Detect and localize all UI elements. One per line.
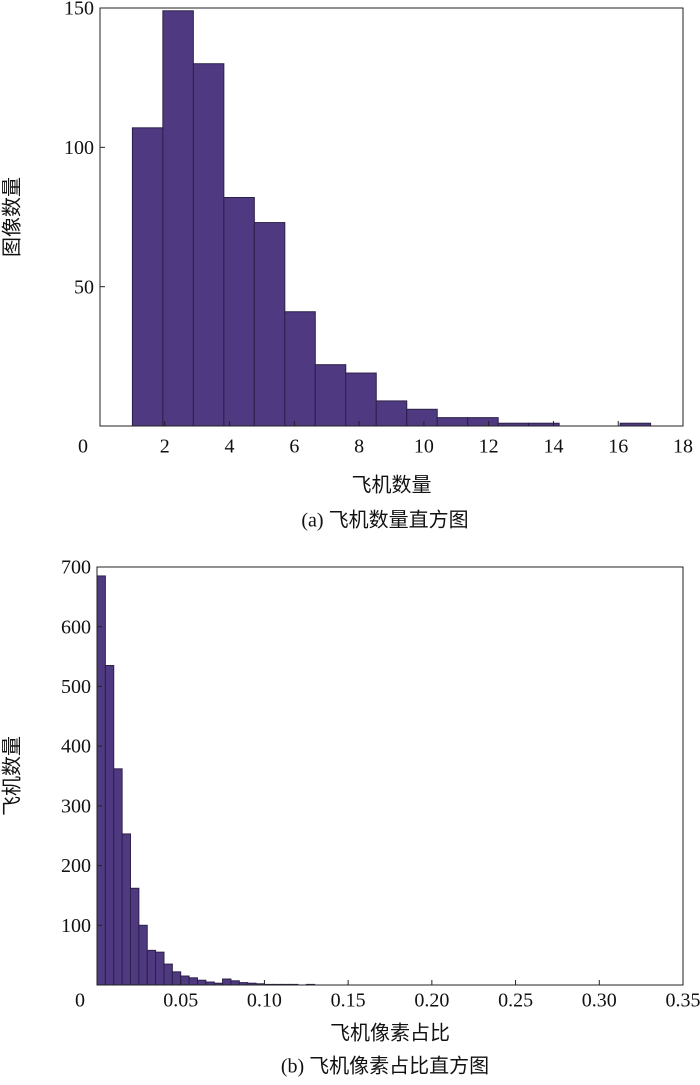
- x-tick-label: 6: [289, 436, 299, 458]
- y-tick-label: 400: [61, 736, 91, 758]
- bar: [146, 949, 157, 986]
- bar: [284, 311, 316, 427]
- bar: [436, 417, 469, 427]
- bar: [314, 364, 347, 427]
- bar: [188, 977, 198, 986]
- bar: [196, 979, 207, 986]
- x-tick-label: 8: [354, 436, 364, 458]
- x-tick-label: 2: [160, 436, 170, 458]
- x-tick-label: 4: [225, 436, 235, 458]
- bar: [192, 63, 225, 427]
- x-axis-label: 飞机数量: [352, 474, 432, 497]
- x-tick-label: 0.05: [163, 990, 198, 1012]
- x-tick-label: 0.10: [247, 990, 282, 1012]
- y-tick-label: 500: [61, 676, 91, 698]
- bar: [253, 222, 286, 427]
- bar: [222, 978, 232, 986]
- y-tick-label: 700: [61, 557, 91, 579]
- bar: [113, 768, 123, 986]
- plot-frame: [99, 7, 684, 427]
- bar: [104, 665, 115, 986]
- y-axis-label: 飞机数量: [1, 736, 24, 816]
- x-tick-label: 18: [673, 436, 693, 458]
- x-tick-label: 0.35: [666, 990, 700, 1012]
- bar: [230, 980, 240, 986]
- x-tick-label: 10: [414, 436, 434, 458]
- x-tick-label: 0.15: [331, 990, 366, 1012]
- x-tick-label: 12: [479, 436, 499, 458]
- y-tick-label: 600: [61, 616, 91, 638]
- bar: [375, 400, 408, 427]
- x-tick-label: 0: [78, 436, 88, 458]
- bar: [162, 10, 194, 427]
- y-tick-label: 150: [64, 0, 94, 20]
- bar: [129, 887, 140, 986]
- bar: [155, 951, 165, 986]
- x-tick-label: 16: [608, 436, 628, 458]
- bar: [121, 833, 131, 986]
- x-axis-label: 飞机像素占比: [330, 1022, 450, 1045]
- y-tick-label: 100: [64, 137, 94, 159]
- y-tick-label: 50: [74, 276, 94, 298]
- y-axis-label: 图像数量: [1, 177, 24, 257]
- bar: [223, 196, 255, 427]
- bar: [96, 575, 106, 986]
- bar: [171, 971, 182, 986]
- bar: [345, 372, 377, 427]
- plot-frame: [96, 566, 684, 986]
- bar: [180, 975, 190, 986]
- bar: [163, 963, 173, 986]
- y-tick-label: 300: [61, 795, 91, 817]
- bar: [406, 408, 438, 427]
- caption: (a) 飞机数量直方图: [301, 509, 468, 532]
- bar: [138, 924, 148, 986]
- y-tick-label: 100: [61, 915, 91, 937]
- bar: [131, 127, 164, 427]
- caption: (b) 飞机像素占比直方图: [281, 1055, 489, 1078]
- x-tick-label: 0.20: [414, 990, 449, 1012]
- x-tick-label: 0.25: [498, 990, 533, 1012]
- bar: [467, 417, 499, 427]
- x-tick-label: 14: [543, 436, 563, 458]
- y-tick-label: 200: [61, 855, 91, 877]
- x-tick-label: 0: [75, 990, 85, 1012]
- x-tick-label: 0.30: [582, 990, 617, 1012]
